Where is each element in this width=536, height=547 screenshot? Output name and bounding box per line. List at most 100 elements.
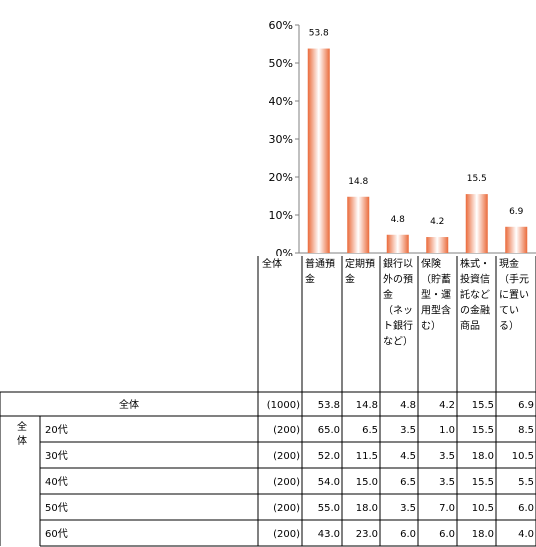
bars (307, 48, 528, 254)
bar (505, 226, 528, 253)
table-cell: 1.0 (439, 425, 455, 436)
table-cell: 4.8 (400, 400, 416, 411)
table-header-cell: ト銀行 (383, 319, 413, 332)
table-header-cell: の金融 (460, 304, 490, 317)
table-cell: 4.0 (518, 529, 534, 540)
y-tick-label: 20% (269, 171, 293, 184)
table-header-cell: 託など (460, 288, 490, 301)
y-tick-label: 10% (269, 209, 293, 222)
table-cell: 15.5 (472, 400, 494, 411)
table-cell: 6.5 (362, 425, 378, 436)
table-cell: 15.5 (472, 477, 494, 488)
table-header-cell: 定期預 (345, 257, 375, 270)
table-row-label: 50代 (45, 502, 68, 514)
table-cell: 3.5 (439, 477, 455, 488)
y-tick-label: 0% (276, 247, 293, 256)
table-cell: 3.5 (439, 451, 455, 462)
table-cell: 54.0 (318, 477, 340, 488)
bar (426, 237, 449, 253)
y-tick-label: 30% (269, 133, 293, 146)
table-header-cell: 商品 (460, 319, 480, 332)
table-cell: 6.9 (518, 400, 534, 411)
data-table: 全体 普通預金定期預金銀行以外の預金（ネット銀行など）保険（貯蓄型・運用型含む）株… (0, 256, 536, 547)
table-cell: (200) (273, 503, 300, 514)
table-cells: 全体 普通預金定期預金銀行以外の預金（ネット銀行など）保険（貯蓄型・運用型含む）株… (17, 257, 534, 540)
data-label: 53.8 (309, 29, 329, 39)
table-cell: 15.5 (472, 425, 494, 436)
table-cell: 6.0 (439, 529, 455, 540)
table-header-cell: （貯蓄 (421, 274, 451, 286)
bar (347, 196, 370, 253)
bar (465, 194, 488, 253)
table-header-cell: 現金 (499, 257, 519, 270)
table-cell: 10.5 (472, 503, 494, 514)
table-header-cell: など） (383, 336, 413, 348)
table-cell: 10.5 (512, 451, 534, 462)
table-header-cell: 金 (305, 273, 315, 286)
table-header-cell: 金 (345, 273, 355, 286)
table-cell: 8.5 (518, 425, 534, 436)
table-row-label: 全体 (119, 398, 139, 411)
table-cell: 15.0 (356, 477, 378, 488)
table-cell: 43.0 (318, 529, 340, 540)
data-label: 6.9 (509, 207, 524, 217)
table-cell: 18.0 (356, 503, 378, 514)
table-group-label: 体 (17, 435, 27, 447)
table-group-label: 全 (17, 420, 27, 433)
bar (386, 234, 409, 253)
table-row-label: 60代 (45, 528, 68, 540)
table-row-label: 30代 (45, 450, 68, 462)
data-label: 4.8 (391, 215, 406, 225)
table-cell: 5.5 (518, 477, 534, 488)
table-cell: 6.0 (518, 503, 534, 514)
table-cell: (200) (273, 529, 300, 540)
table-cell: 3.5 (400, 425, 416, 436)
table-header-cell: 外の預 (383, 274, 413, 286)
table-header-cell: 保険 (421, 257, 441, 270)
table-header-cell: 株式・ (460, 257, 490, 270)
table-cell: 23.0 (356, 529, 378, 540)
table-grid (0, 256, 536, 547)
data-label: 4.2 (430, 217, 444, 227)
table-header-cell: る） (499, 320, 519, 332)
y-tick-label: 50% (269, 57, 293, 70)
table-cell: 11.5 (356, 451, 378, 462)
table-header-cell: 型・運 (421, 288, 451, 301)
data-label: 14.8 (348, 177, 368, 187)
y-tick-label: 60% (269, 19, 293, 32)
table-cell: 53.8 (318, 400, 340, 411)
table-header-cell: む） (421, 320, 441, 332)
bar-chart: 0% 10% 20% 30% 40% 50% 60% 53.8 14.8 4.8 4.2 15.5 6… (269, 19, 536, 256)
y-axis: 0% 10% 20% 30% 40% 50% 60% (269, 19, 536, 256)
table-header-cell: 金 (383, 288, 393, 301)
table-row-label: 20代 (45, 424, 68, 436)
table-cell: 55.0 (318, 503, 340, 514)
table-header-cell: てい (499, 306, 519, 317)
table-header-cell: （ネッ (383, 305, 413, 317)
table-cell: 18.0 (472, 451, 494, 462)
table-header-cell: 全体 (262, 257, 282, 270)
table-cell: 18.0 (472, 529, 494, 540)
table-header-cell: 銀行以 (383, 257, 413, 270)
table-header-cell: に置い (499, 289, 529, 301)
table-cell: (1000) (267, 400, 300, 411)
y-tick-label: 40% (269, 95, 293, 108)
data-labels: 53.8 14.8 4.8 4.2 15.5 6.9 (309, 29, 524, 227)
table-cell: 65.0 (318, 425, 340, 436)
table-cell: (200) (273, 451, 300, 462)
bar (307, 48, 330, 254)
table-cell: 4.5 (400, 451, 416, 462)
table-header-cell: （手元 (499, 273, 529, 286)
table-header-cell: 投資信 (460, 273, 490, 286)
table-cell: 7.0 (439, 503, 455, 514)
table-cell: 4.2 (439, 400, 455, 411)
table-cell: 14.8 (356, 400, 378, 411)
table-cell: 6.0 (400, 529, 416, 540)
table-cell: 52.0 (318, 451, 340, 462)
table-header-cell: 用型含 (421, 304, 451, 317)
table-row-label: 40代 (45, 476, 68, 488)
table-cell: (200) (273, 477, 300, 488)
table-cell: (200) (273, 425, 300, 436)
table-cell: 6.5 (400, 477, 416, 488)
table-header-cell: 普通預 (305, 257, 335, 270)
